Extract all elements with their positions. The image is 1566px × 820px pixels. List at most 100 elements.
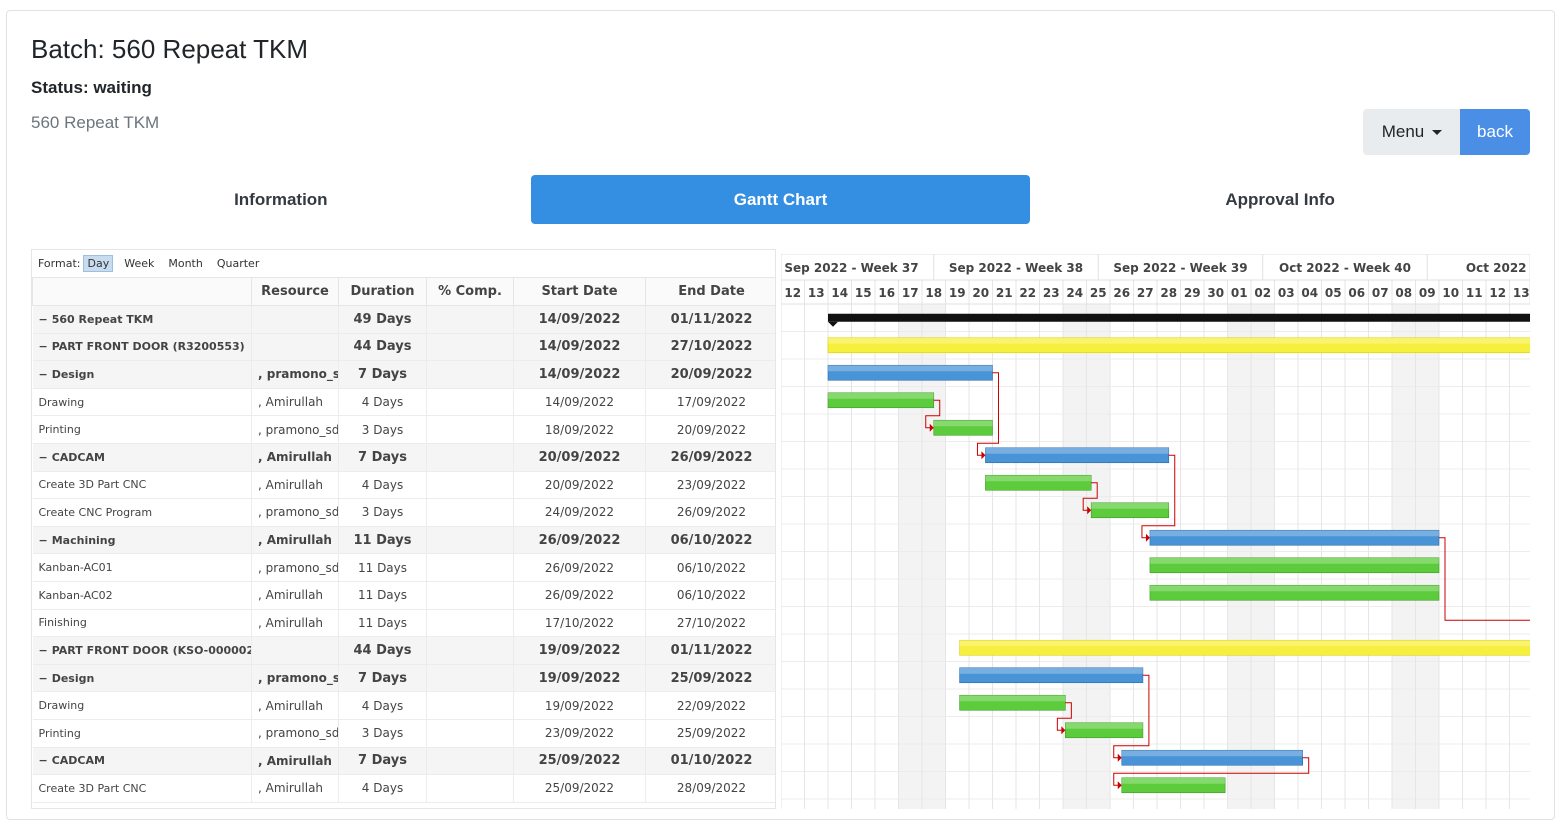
- task-row[interactable]: − PART FRONT DOOR (KSO-000002 44 Days 19/09…: [32, 636, 775, 665]
- task-end: 26/09/2022: [645, 498, 775, 527]
- task-end: 22/09/2022: [645, 691, 775, 720]
- day-label: 02: [1254, 286, 1271, 300]
- task-name[interactable]: − Design: [32, 360, 252, 389]
- task-name[interactable]: Finishing: [32, 609, 252, 638]
- format-option-week[interactable]: Week: [124, 257, 155, 270]
- col-header-start[interactable]: Start Date: [513, 277, 646, 306]
- task-row[interactable]: Printing , pramono_sd 3 Days 23/09/2022 25/0…: [32, 719, 775, 748]
- task-row[interactable]: Create CNC Program , pramono_sd 3 Days 24/0…: [32, 498, 775, 527]
- task-name[interactable]: Kanban-AC02: [32, 581, 252, 610]
- collapse-toggle-icon[interactable]: −: [38, 367, 48, 381]
- task-row[interactable]: − Machining, Amirullah 11 Days 26/09/2022 06…: [32, 526, 775, 555]
- task-row[interactable]: −Design, pramono_sd7 Days19/09/202225/09…: [32, 664, 775, 693]
- task-duration: 44 Days: [338, 333, 427, 362]
- col-header-resource[interactable]: Resource: [251, 277, 339, 306]
- task-name[interactable]: − CADCAM: [32, 747, 252, 776]
- collapse-toggle-icon[interactable]: −: [38, 754, 48, 768]
- tab-gantt-chart[interactable]: Gantt Chart: [530, 175, 1031, 224]
- task-name[interactable]: − Design: [32, 664, 252, 693]
- task-name-label: Kanban-AC02: [38, 588, 113, 602]
- task-row[interactable]: Drawing , Amirullah 4 Days 14/09/2022 17/09/…: [32, 388, 775, 417]
- day-label: 27: [1137, 286, 1154, 300]
- task-end: 01/11/2022: [645, 636, 775, 665]
- task-row[interactable]: − CADCAM, Amirullah 7 Days 25/09/2022 01/10/…: [32, 747, 775, 776]
- day-label: 13: [1513, 286, 1530, 300]
- task-comp: [426, 581, 514, 610]
- bar-highlight: [828, 392, 934, 399]
- bar-highlight: [1065, 722, 1143, 729]
- task-resource: , pramono_sd: [251, 360, 339, 389]
- task-name-label: Create CNC Program: [38, 505, 153, 519]
- collapse-toggle-icon[interactable]: −: [38, 450, 48, 464]
- task-name-label: Finishing: [38, 616, 87, 630]
- task-name[interactable]: − PART FRONT DOOR (R3200553): [32, 333, 252, 362]
- task-resource: [251, 636, 339, 665]
- task-row[interactable]: − CADCAM, Amirullah 7 Days 20/09/2022 26/09/…: [32, 443, 775, 472]
- task-row[interactable]: Create 3D Part CNC , Amirullah 4 Days 20/09…: [32, 471, 775, 500]
- day-label: 19: [949, 286, 966, 300]
- collapse-toggle-icon[interactable]: −: [38, 340, 48, 354]
- task-bar: [985, 474, 1092, 491]
- task-start: 26/09/2022: [513, 581, 646, 610]
- back-button[interactable]: back: [1460, 109, 1530, 155]
- task-name[interactable]: Kanban-AC01: [32, 553, 252, 582]
- task-row[interactable]: −560 Repeat TKM 49 Days 14/09/2022 01/11/20…: [32, 305, 775, 334]
- task-row[interactable]: Kanban-AC01 , pramono_sd 11 Days 26/09/2022…: [32, 553, 775, 582]
- task-name[interactable]: − CADCAM: [32, 443, 252, 472]
- task-name[interactable]: −560 Repeat TKM: [32, 305, 252, 334]
- task-name[interactable]: Printing: [32, 415, 252, 444]
- format-option-quarter[interactable]: Quarter: [216, 257, 260, 270]
- collapse-toggle-icon[interactable]: −: [38, 533, 48, 547]
- day-label: 18: [925, 286, 942, 300]
- task-bar: [1149, 557, 1440, 574]
- task-comp: [426, 305, 514, 334]
- col-header-end[interactable]: End Date: [645, 277, 775, 306]
- gantt-chart-canvas: 12 13 14 15 16 17 18 19 20 21 22 23 24 25 26 27 28 29 30 01…: [781, 254, 1530, 809]
- task-name[interactable]: − PART FRONT DOOR (KSO-000002: [32, 636, 252, 665]
- tab-approval-info[interactable]: Approval Info: [1225, 189, 1335, 209]
- task-name[interactable]: Drawing: [32, 388, 252, 417]
- task-name[interactable]: Create 3D Part CNC: [32, 774, 252, 803]
- dependency-arrow-icon: [981, 451, 986, 460]
- task-end: 23/09/2022: [645, 471, 775, 500]
- collapse-toggle-icon[interactable]: −: [38, 312, 48, 326]
- format-label: Format:: [38, 257, 81, 270]
- task-start: 20/09/2022: [513, 471, 646, 500]
- task-bar: [959, 694, 1066, 711]
- week-label: Oct 2022 - W: [1466, 261, 1530, 275]
- tab-information[interactable]: Information: [234, 189, 328, 209]
- task-name[interactable]: Create CNC Program: [32, 498, 252, 527]
- menu-dropdown-button[interactable]: Menu: [1363, 109, 1461, 155]
- col-header-duration[interactable]: Duration: [338, 277, 427, 306]
- format-option-month[interactable]: Month: [168, 257, 203, 270]
- day-label: 08: [1395, 286, 1412, 300]
- format-option-day[interactable]: Day: [83, 255, 114, 272]
- day-label: 05: [1325, 286, 1342, 300]
- bar-highlight: [959, 667, 1143, 674]
- task-row[interactable]: − PART FRONT DOOR (R3200553) 44 Days 14/09/…: [32, 333, 775, 362]
- task-resource: , pramono_sd: [251, 553, 339, 582]
- task-name[interactable]: − Machining: [32, 526, 252, 555]
- task-row[interactable]: Finishing , Amirullah 11 Days 17/10/2022 27/…: [32, 609, 775, 638]
- task-duration: 3 Days: [338, 719, 427, 748]
- menu-label: Menu: [1381, 122, 1425, 141]
- task-name[interactable]: Printing: [32, 719, 252, 748]
- task-start: 14/09/2022: [513, 305, 646, 334]
- task-duration: 11 Days: [338, 581, 427, 610]
- task-row[interactable]: Create 3D Part CNC , Amirullah 4 Days 25/09…: [32, 774, 775, 803]
- task-duration: 44 Days: [338, 636, 427, 665]
- col-header-comp[interactable]: % Comp.: [426, 277, 514, 306]
- task-name-label: Design: [51, 367, 95, 381]
- task-name[interactable]: Drawing: [32, 691, 252, 720]
- collapse-toggle-icon[interactable]: −: [38, 671, 48, 685]
- dependency-line: [1082, 482, 1098, 511]
- task-row[interactable]: Kanban-AC02 , Amirullah 11 Days 26/09/2022 0…: [32, 581, 775, 610]
- collapse-toggle-icon[interactable]: −: [38, 643, 48, 657]
- task-name-label: PART FRONT DOOR (R3200553): [51, 340, 245, 354]
- bar-highlight: [828, 365, 993, 372]
- task-row[interactable]: Printing , pramono_sd 3 Days 18/09/2022 20/0…: [32, 415, 775, 444]
- task-row[interactable]: Drawing , Amirullah 4 Days 19/09/2022 22/09/…: [32, 691, 775, 720]
- task-row[interactable]: −Design, pramono_sd7 Days14/09/202220/09…: [32, 360, 775, 389]
- task-name[interactable]: Create 3D Part CNC: [32, 471, 252, 500]
- task-resource: , Amirullah: [251, 691, 339, 720]
